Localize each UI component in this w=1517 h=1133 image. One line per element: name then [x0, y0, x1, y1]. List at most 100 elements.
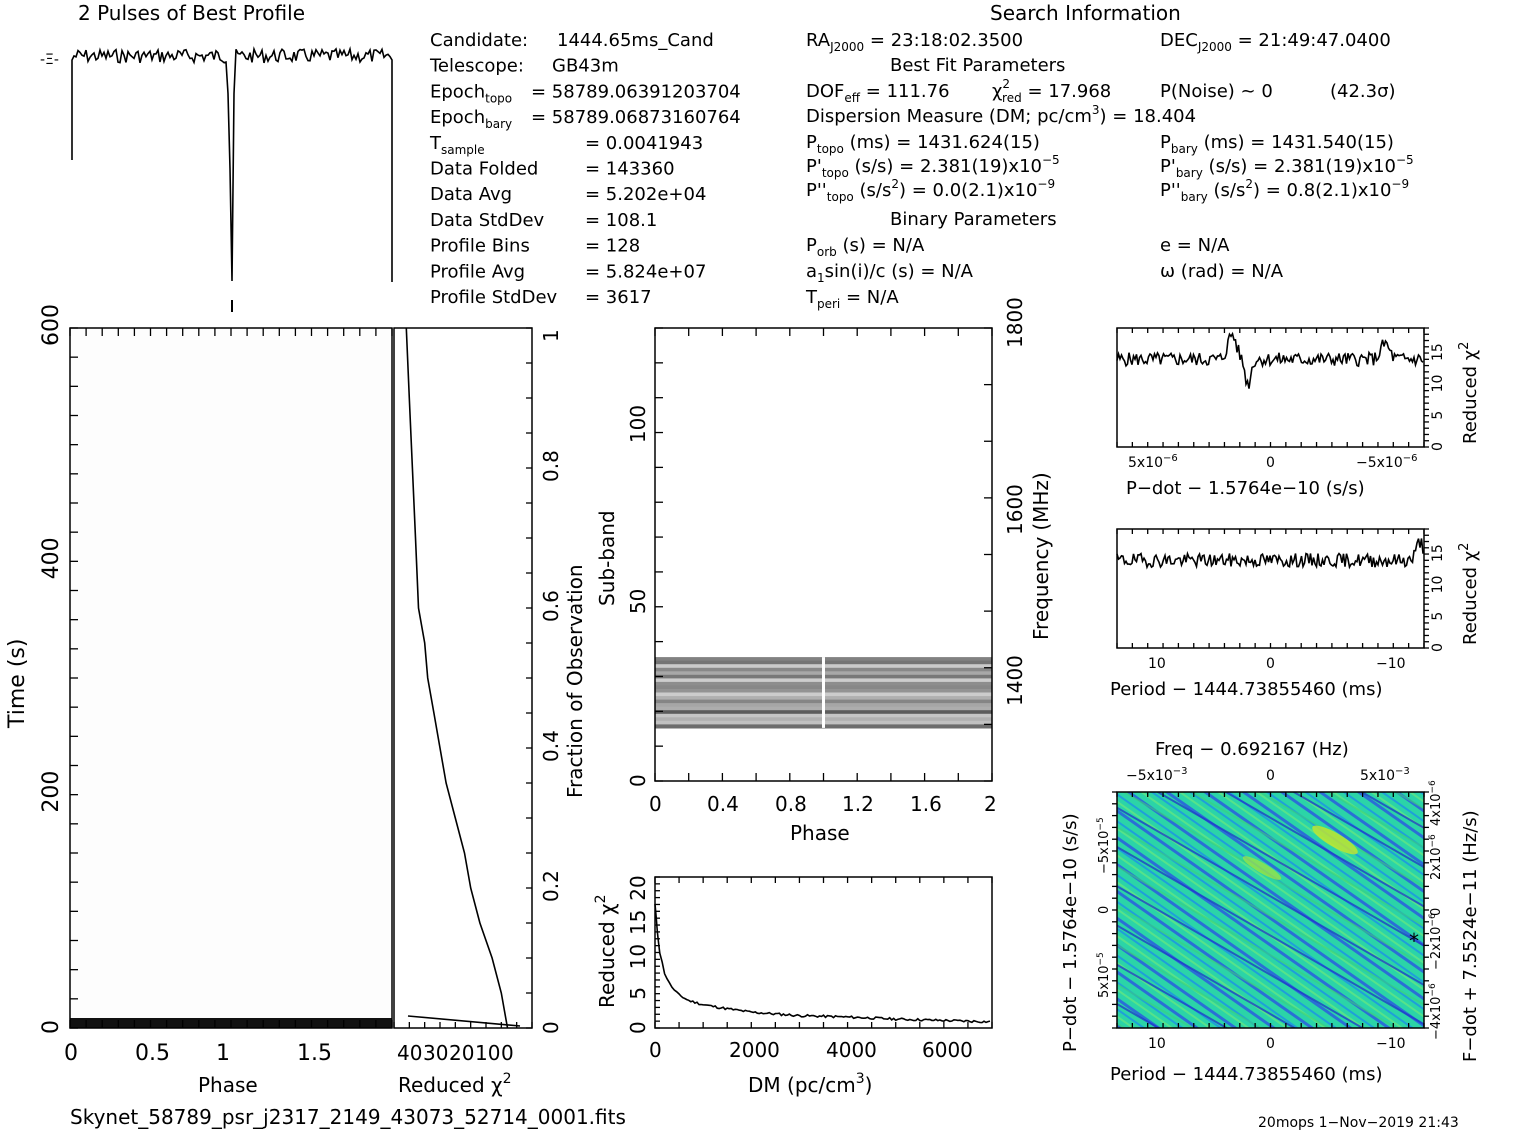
p-pdot-toptick: −5x10−3: [1126, 766, 1188, 784]
dm-chi-ticks: 0 2000 4000 6000 0 5 10 15 20: [626, 875, 993, 1062]
time-phase-xtick: 0.5: [135, 1041, 170, 1066]
pdot-xtick-exp: −6: [1403, 453, 1418, 464]
subband-ytick: 50: [626, 589, 650, 614]
subband-xtick: 0.4: [707, 792, 739, 816]
svg-text:a1sin(i)/c (s) = N/A: a1sin(i)/c (s) = N/A: [806, 261, 974, 285]
subband-xtick: 0.8: [775, 792, 807, 816]
pddbary-sub: bary: [1181, 190, 1208, 204]
binary-title: Binary Parameters: [890, 209, 1057, 230]
time-phase-ytick: 0: [39, 1020, 64, 1034]
dm-ytick: 5: [626, 987, 650, 1000]
info-value: = 108.1: [585, 210, 657, 231]
pddbary-sup: 2: [1245, 177, 1253, 191]
p-pdot-toptick-exp: −3: [1395, 766, 1410, 777]
chi-time-frame: [393, 327, 533, 1029]
dm-ytick: 20: [626, 875, 650, 900]
profile-plot: -Ξ-: [40, 46, 393, 312]
pbary-value: (ms) = 1431.540(15): [1198, 132, 1394, 153]
pdot-xtick: −5x10−6: [1356, 453, 1418, 471]
svg-text:Frequency(MHz): Frequency (MHz): [1029, 472, 1053, 640]
p-pdot-rtick: −4x10−6: [1428, 983, 1444, 1040]
subband-xtick: 0: [649, 792, 662, 816]
fraction-tick: 0: [539, 1021, 563, 1034]
pddtopo-sup: 2: [891, 177, 899, 191]
p-pdot-hot-spot-2: [1242, 856, 1282, 880]
chi-time-xtick: 40: [397, 1041, 422, 1065]
pnoise-value: P(Noise) ~ 0: [1160, 81, 1273, 102]
info-label: Data Folded: [430, 159, 538, 180]
pdbary-value: (s/s) = 2.381(19)x10: [1203, 156, 1396, 177]
chi-sub: red: [1002, 91, 1022, 105]
pddtopo-value2: ) = 0.0(2.1)x10: [899, 180, 1037, 201]
info-label: Data StdDev: [430, 210, 545, 231]
time-phase-xtick: 1: [216, 1041, 230, 1066]
p-pdot-toptick-text: −5x10: [1126, 768, 1173, 784]
pdtopo-exp: −5: [1042, 153, 1060, 167]
p-pdot-rtick-exp: −6: [1428, 913, 1438, 927]
period-xtick: 10: [1148, 656, 1166, 672]
p-pdot-rtick-exp: −6: [1428, 834, 1438, 848]
pdbary-exp: −5: [1396, 153, 1414, 167]
dec-value: = 21:49:47.0400: [1232, 30, 1391, 51]
pdot-xtick-exp: −6: [1163, 453, 1178, 464]
chi-ytick: 10: [1430, 576, 1446, 594]
dof-value: = 111.76: [860, 81, 950, 102]
p-pdot-ytick: 5x10−5: [1096, 952, 1112, 998]
svg-text:DM (pc/cm3): DM (pc/cm3): [748, 1071, 872, 1097]
p-pdot-rtick-text: −4x10: [1429, 997, 1444, 1040]
chi-value: = 17.968: [1022, 81, 1112, 102]
dm-ylabel-sup: 2: [593, 894, 609, 903]
p-pdot-heatmap-overlay: [1117, 792, 1424, 1028]
subband-xtick: 2: [984, 792, 997, 816]
svg-text:P''topo (s/s2) = 0.0(2.1)x10−9: P''topo (s/s2) = 0.0(2.1)x10−9: [806, 177, 1055, 204]
time-phase-xtick: 0: [64, 1041, 78, 1066]
profile-title: 2 Pulses of Best Profile: [78, 1, 305, 25]
dm-xlabel: DM (pc/cm: [748, 1073, 856, 1097]
info-label: Profile Avg: [430, 261, 525, 282]
chi-time-xtick: 20: [449, 1041, 474, 1065]
p-pdot-xtick: −10: [1376, 1036, 1406, 1052]
p-pdot-toptick-text: 5x10: [1360, 768, 1395, 784]
frequency-tick: 1600: [1003, 484, 1027, 535]
info-row: Data Avg = 5.202e+04: [430, 184, 706, 205]
tperi-sub: peri: [817, 297, 840, 311]
p-pdot-rtick: 0: [1429, 908, 1444, 916]
p-pdot-rtick-text: 0: [1429, 908, 1444, 916]
p-pdot-ylabel: P−dot − 1.5764e−10 (s/s): [1060, 813, 1081, 1052]
pdot-xtick: 5x10−6: [1128, 453, 1178, 471]
info-row: Data StdDev = 108.1: [430, 210, 657, 231]
pbary-sub: bary: [1171, 142, 1198, 156]
dm-xtick: 2000: [729, 1038, 780, 1062]
pddbary-value: (s/s: [1208, 180, 1246, 201]
info-row: Data Folded = 143360: [430, 159, 675, 180]
chi-time-xtick: 10: [475, 1041, 500, 1065]
info-label: Candidate:: [430, 30, 528, 51]
p-pdot-xtick: 0: [1266, 1036, 1275, 1052]
time-phase-ticks: 0 0.5 1 1.5 0 200 400 600: [39, 304, 393, 1066]
p-pdot-rtick: 4x10−6: [1428, 780, 1444, 826]
chi-time-xlabel-sup: 2: [503, 1071, 512, 1087]
subband-xtick: 1.2: [842, 792, 874, 816]
time-phase-ytick: 600: [39, 304, 64, 346]
footer-filename: Skynet_58789_psr_j2317_2149_43073_52714_…: [70, 1105, 626, 1129]
asini-label: a: [806, 261, 817, 282]
ptopo-sub: topo: [817, 142, 844, 156]
pddtopo-sub: topo: [827, 190, 854, 204]
frequency-label: Frequency: [1029, 537, 1053, 640]
dm-ylabel: Reduced χ: [595, 903, 619, 1008]
pddbary-exp: −9: [1391, 177, 1409, 191]
time-phase-xtick: 1.5: [297, 1041, 332, 1066]
chi-ytick: 5: [1430, 612, 1446, 621]
fraction-tick: 0.2: [539, 870, 563, 902]
p-pdot-ticks: 10 0 −10−5x10−3 0 5x10−3−5x10−505x10−54x10−6…: [1096, 766, 1444, 1052]
ptopo-label: P: [806, 132, 817, 153]
period-ylabel: Reduced χ: [1460, 551, 1481, 645]
profile-errorbar-icon: -Ξ-: [40, 52, 59, 68]
chi-ytick: 15: [1430, 544, 1446, 562]
period-xlabel: Period − 1444.73855460 (ms): [1110, 679, 1382, 700]
p-pdot-ytick: −5x10−5: [1096, 817, 1112, 874]
subband-phase-panel: 0 0.4 0.8 1.2 1.6 2 0 50 100 1400 1600 1800 Phase S…: [595, 297, 1053, 845]
dm-sup: 3: [1092, 103, 1100, 117]
p-pdot-rtick-text: −2x10: [1429, 927, 1444, 970]
